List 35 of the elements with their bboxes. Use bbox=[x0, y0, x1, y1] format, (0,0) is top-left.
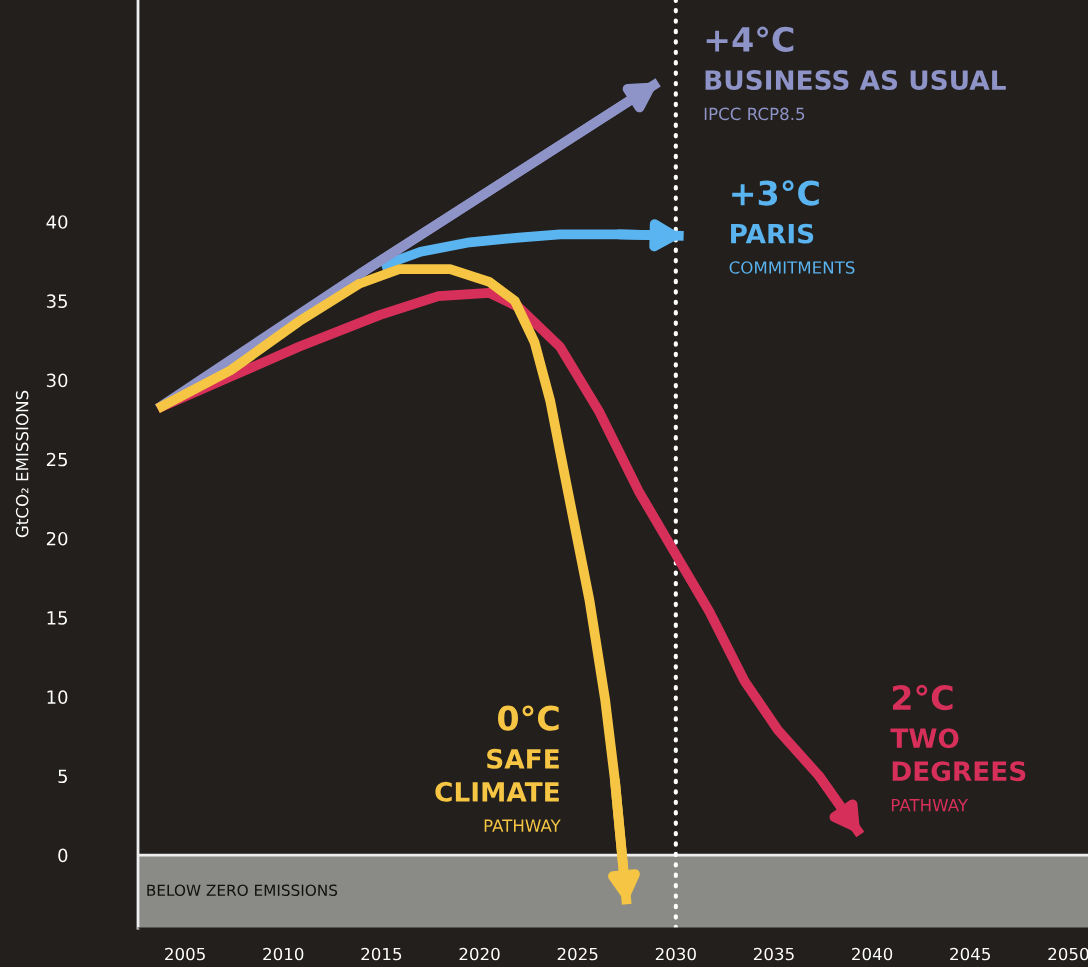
annotation: PARIS bbox=[731, 223, 814, 244]
y-tick-label: 35 bbox=[46, 294, 67, 308]
annotation: SAFE bbox=[487, 748, 559, 769]
annotation: TWO bbox=[890, 728, 959, 749]
y-tick-label: 20 bbox=[46, 531, 68, 546]
y-axis-title: GtCO₂ EMISSIONS bbox=[15, 390, 29, 538]
x-tick-label: 2005 bbox=[165, 947, 205, 961]
y-tick-label: 10 bbox=[47, 690, 68, 704]
annotation: PATHWAY bbox=[484, 819, 561, 832]
annotation: +4°C bbox=[706, 26, 794, 53]
x-tick-label: 2015 bbox=[361, 947, 402, 961]
x-tick-label: 2010 bbox=[263, 947, 304, 961]
y-tick-label: 5 bbox=[58, 769, 67, 784]
x-tick-label: 2035 bbox=[753, 947, 794, 961]
x-tick-label: 2040 bbox=[852, 947, 893, 961]
y-tick-label: 25 bbox=[46, 452, 67, 467]
annotation: +3°C bbox=[732, 180, 819, 206]
y-tick-label: 15 bbox=[47, 611, 67, 625]
annotation: CLIMATE bbox=[435, 781, 559, 802]
annotation: COMMITMENTS bbox=[729, 261, 855, 274]
x-tick-label: 2050 bbox=[1048, 947, 1088, 961]
y-tick-label: 30 bbox=[46, 373, 68, 388]
y-tick-label: 0 bbox=[58, 848, 68, 863]
annotation: 2°C bbox=[892, 684, 953, 711]
x-tick-label: 2020 bbox=[459, 947, 500, 961]
annotation: DEGREES bbox=[892, 761, 1026, 782]
band-label: BELOW ZERO EMISSIONS bbox=[147, 884, 338, 897]
annotation: PATHWAY bbox=[891, 799, 969, 812]
annotation: BUSINESS AS USUAL bbox=[705, 70, 1006, 91]
annotation: 0°C bbox=[498, 705, 559, 731]
x-tick-label: 2025 bbox=[557, 947, 598, 961]
x-tick-label: 2030 bbox=[655, 947, 696, 961]
y-tick-label: 40 bbox=[46, 215, 68, 229]
x-tick-label: 2045 bbox=[950, 947, 990, 961]
annotation: IPCC RCP8.5 bbox=[704, 107, 805, 121]
